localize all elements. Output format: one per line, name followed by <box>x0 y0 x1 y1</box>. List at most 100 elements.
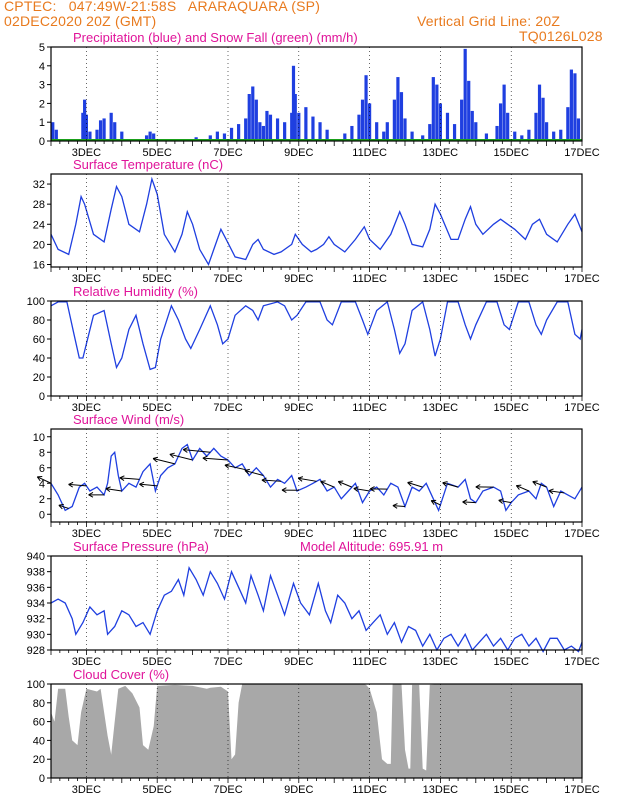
panel-5-xlabel-3: 9DEC <box>284 784 313 796</box>
precip-bar-63 <box>470 110 474 141</box>
panel-2-xlabel-6: 15DEC <box>493 402 529 414</box>
wind-arrow-head-19 <box>369 486 375 492</box>
precip-bar-48 <box>392 99 396 141</box>
precip-bar-9 <box>109 112 113 141</box>
wind-arrow-10 <box>202 457 229 461</box>
wind-arrow-head-5 <box>119 475 125 482</box>
precip-bar-75 <box>541 97 545 141</box>
precip-bar-3 <box>83 99 87 141</box>
panel-2-xlabel-5: 13DEC <box>423 402 459 414</box>
panel-2-ylabel-4: 80 <box>33 315 45 327</box>
panel-3-series-line <box>50 443 583 513</box>
precip-bar-28 <box>268 114 273 141</box>
wind-arrow-head-7 <box>152 456 159 463</box>
panel-2-title: Relative Humidity (%) <box>73 284 198 299</box>
precip-bar-68 <box>502 84 506 141</box>
panel-4-xlabel-3: 9DEC <box>284 656 313 668</box>
wind-arrow-5 <box>119 477 140 480</box>
wind-arrow-13 <box>261 479 282 482</box>
precip-bar-78 <box>559 129 563 141</box>
panel-0-ylabel-2: 2 <box>39 98 45 110</box>
precip-bar-29 <box>275 118 280 141</box>
panel-0-xlabel-4: 11DEC <box>352 147 387 159</box>
panel-0-ylabel-3: 3 <box>39 80 45 92</box>
wind-arrow-4 <box>105 488 122 492</box>
panel-1-ylabel-2: 24 <box>33 219 45 231</box>
precip-bar-38 <box>325 129 329 141</box>
precip-bar-64 <box>474 122 478 141</box>
precip-bar-73 <box>534 112 538 141</box>
panel-5-ylabel-2: 40 <box>33 735 45 747</box>
precip-bar-21 <box>244 118 248 141</box>
precip-bar-22 <box>247 94 251 141</box>
panel-1-xlabel-4: 11DEC <box>352 273 387 285</box>
wind-arrow-head-10 <box>202 455 208 462</box>
precip-bar-25 <box>258 122 262 141</box>
panel-1-xlabel-1: 5DEC <box>143 273 172 285</box>
precip-bar-40 <box>350 125 354 141</box>
panel-0-xlabel-2: 7DEC <box>213 147 242 159</box>
precip-bar-36 <box>311 116 315 141</box>
panel-0-ylabel-1: 1 <box>39 117 45 129</box>
panel-2-ylabel-0: 0 <box>39 391 45 403</box>
panel-0-ylabel-0: 0 <box>39 136 45 148</box>
header-grid-note: Vertical Grid Line: 20Z <box>417 13 561 29</box>
precip-bar-46 <box>382 131 386 141</box>
panel-5-ylabel-4: 80 <box>33 698 45 710</box>
precip-bar-2 <box>81 112 85 141</box>
precip-bar-41 <box>357 114 361 141</box>
panel-0-xlabel-1: 5DEC <box>143 147 172 159</box>
panel-4-xlabel-1: 5DEC <box>143 656 172 668</box>
precip-bar-56 <box>435 84 439 141</box>
precip-bar-76 <box>545 122 549 141</box>
precip-bar-65 <box>484 133 489 141</box>
precip-bar-30 <box>283 122 287 141</box>
precip-bar-12 <box>144 135 149 141</box>
wind-arrow-2 <box>68 483 87 487</box>
precip-bar-6 <box>95 129 99 141</box>
panel-1-ylabel-3: 28 <box>33 199 45 211</box>
wind-arrow-head-25 <box>475 484 481 490</box>
precip-bar-32 <box>291 65 296 141</box>
panel-2-xlabel-3: 9DEC <box>284 402 313 414</box>
wind-arrow-15 <box>298 477 317 482</box>
panel-4-xlabel-5: 13DEC <box>423 656 459 668</box>
panel-4-ylabel-6: 940 <box>27 551 45 563</box>
wind-arrow-24 <box>462 501 476 504</box>
precip-bar-26 <box>261 125 265 141</box>
precip-bar-20 <box>237 124 241 141</box>
panel-1-title: Surface Temperature (nC) <box>73 157 223 172</box>
precip-bar-77 <box>552 131 556 141</box>
panel-0-xlabel-5: 13DEC <box>423 147 459 159</box>
precip-bar-8 <box>102 118 106 141</box>
precip-bar-47 <box>385 122 389 141</box>
wind-arrow-16 <box>320 480 335 488</box>
panel-3-ylabel-4: 8 <box>39 447 45 459</box>
wind-arrow-head-12 <box>244 468 250 475</box>
wind-arrow-21 <box>407 482 423 488</box>
wind-arrow-23 <box>442 482 459 488</box>
precip-bar-19 <box>229 127 234 141</box>
panel-2-ylabel-1: 20 <box>33 372 45 384</box>
precip-bar-34 <box>297 112 301 141</box>
precip-bar-45 <box>375 122 379 141</box>
wind-arrow-7 <box>152 458 176 465</box>
precip-bar-1 <box>54 129 58 141</box>
panel-3-ylabel-5: 10 <box>33 432 45 444</box>
precip-bar-43 <box>364 75 368 141</box>
wind-arrow-17 <box>338 481 353 488</box>
panel-4-title: Surface Pressure (hPa) <box>73 539 209 554</box>
precip-bar-54 <box>428 124 432 141</box>
precip-bar-50 <box>399 92 404 141</box>
panel-1-xlabel-5: 13DEC <box>423 273 459 285</box>
precip-bar-18 <box>222 133 227 141</box>
panel-3-ylabel-1: 2 <box>39 494 45 506</box>
wind-arrow-18 <box>353 487 370 492</box>
panel-3-xlabel-3: 9DEC <box>284 528 313 540</box>
panel-0-frame <box>50 46 583 142</box>
precip-bar-17 <box>215 131 219 141</box>
panel-1-ylabel-1: 20 <box>33 239 45 251</box>
precip-bar-71 <box>520 135 524 141</box>
precip-bar-72 <box>527 129 531 141</box>
panel-3-xlabel-5: 13DEC <box>423 528 459 540</box>
